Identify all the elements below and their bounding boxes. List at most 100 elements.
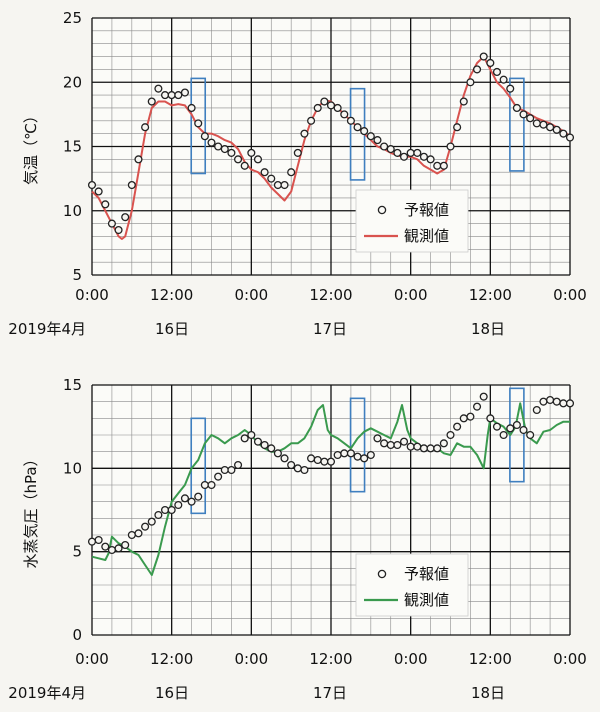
forecast-point: [167, 505, 176, 515]
forecast-point: [419, 152, 428, 161]
forecast-point: [413, 148, 422, 157]
forecast-point: [466, 412, 475, 421]
forecast-point: [134, 155, 143, 164]
x-tick-label: 12:00: [309, 286, 352, 304]
x-tick-label: 0:00: [394, 286, 428, 304]
forecast-point: [552, 397, 561, 406]
forecast-point: [293, 148, 302, 157]
forecast-point: [479, 52, 488, 61]
forecast-point: [353, 452, 362, 461]
forecast-point: [473, 65, 482, 74]
forecast-point: [167, 91, 176, 100]
x-tick-label: 12:00: [469, 286, 512, 304]
forecast-point: [247, 430, 256, 440]
forecast-point: [439, 439, 448, 448]
forecast-point: [260, 168, 269, 177]
forecast-point: [220, 145, 229, 154]
forecast-point: [393, 148, 402, 157]
forecast-point: [552, 125, 561, 134]
forecast-point: [141, 522, 150, 531]
y-tick-label: 10: [63, 202, 82, 220]
forecast-point: [373, 136, 382, 145]
forecast-point: [532, 405, 541, 415]
forecast-point: [307, 454, 316, 463]
forecast-point: [539, 120, 548, 129]
forecast-point: [565, 399, 575, 408]
forecast-point: [486, 58, 495, 68]
legend-forecast-marker: [377, 205, 387, 215]
forecast-point: [519, 425, 528, 435]
forecast-point: [446, 142, 455, 151]
forecast-point: [313, 455, 322, 465]
forecast-point: [180, 494, 189, 503]
y-tick-label: 0: [72, 626, 82, 644]
x-tick-label: 12:00: [150, 650, 193, 668]
forecast-point: [446, 430, 455, 440]
forecast-point: [287, 168, 296, 177]
forecast-point: [287, 460, 296, 470]
forecast-point: [187, 497, 196, 506]
forecast-point: [380, 142, 389, 151]
forecast-point: [147, 517, 156, 526]
year-month-label: 2019年4月: [8, 684, 86, 702]
x-tick-label: 0:00: [234, 286, 268, 304]
highlight-box: [349, 397, 366, 493]
forecast-point: [506, 84, 515, 93]
forecast-point: [559, 129, 568, 138]
y-tick-label: 20: [63, 73, 82, 91]
forecast-point: [180, 88, 189, 97]
forecast-point: [346, 116, 355, 125]
forecast-point: [426, 155, 435, 164]
forecast-point: [366, 132, 375, 141]
forecast-point: [546, 123, 555, 132]
forecast-point: [214, 472, 223, 481]
forecast-point: [333, 103, 342, 112]
forecast-point: [380, 439, 389, 448]
forecast-point: [499, 430, 508, 440]
forecast-point: [346, 449, 355, 458]
forecast-point: [300, 129, 309, 138]
forecast-point: [227, 465, 236, 475]
forecast-point: [366, 450, 375, 460]
forecast-point: [399, 437, 409, 446]
forecast-point: [253, 437, 263, 446]
legend-forecast-label: 予報値: [404, 565, 449, 583]
forecast-point: [340, 449, 349, 458]
forecast-point: [214, 142, 223, 151]
forecast-point: [526, 114, 535, 123]
legend-observed-label: 観測値: [404, 591, 449, 609]
forecast-point: [207, 480, 216, 490]
y-tick-label: 5: [72, 543, 82, 561]
forecast-point: [433, 444, 442, 453]
forecast-point: [506, 424, 515, 433]
forecast-point: [273, 449, 282, 458]
forecast-point: [320, 97, 329, 106]
forecast-point: [207, 138, 216, 147]
forecast-point: [273, 181, 282, 190]
legend-forecast-marker: [377, 569, 387, 579]
forecast-point: [174, 500, 183, 510]
y-axis-label: 気温（℃）: [22, 108, 40, 185]
forecast-point: [200, 132, 209, 141]
forecast-point: [433, 161, 442, 170]
y-tick-label: 15: [63, 376, 82, 394]
forecast-point: [565, 133, 575, 142]
forecast-point: [539, 397, 548, 406]
forecast-point: [559, 399, 568, 408]
x-tick-label: 0:00: [553, 650, 587, 668]
forecast-point: [247, 148, 256, 157]
forecast-point: [360, 127, 369, 136]
temperature-chart: 5 10 15 20 25 0:00 12:00 0:00 12:00 0:00 12:00 0:00…: [22, 9, 587, 338]
forecast-point: [234, 155, 243, 164]
forecast-point: [94, 187, 103, 196]
legend-forecast-label: 予報値: [404, 201, 449, 219]
forecast-point: [300, 465, 309, 475]
legend-box: [355, 553, 469, 617]
forecast-point: [466, 78, 475, 87]
forecast-point: [121, 540, 130, 550]
forecast-point: [453, 123, 462, 132]
forecast-point: [101, 200, 110, 209]
forecast-point: [220, 465, 229, 475]
forecast-point: [353, 123, 362, 132]
